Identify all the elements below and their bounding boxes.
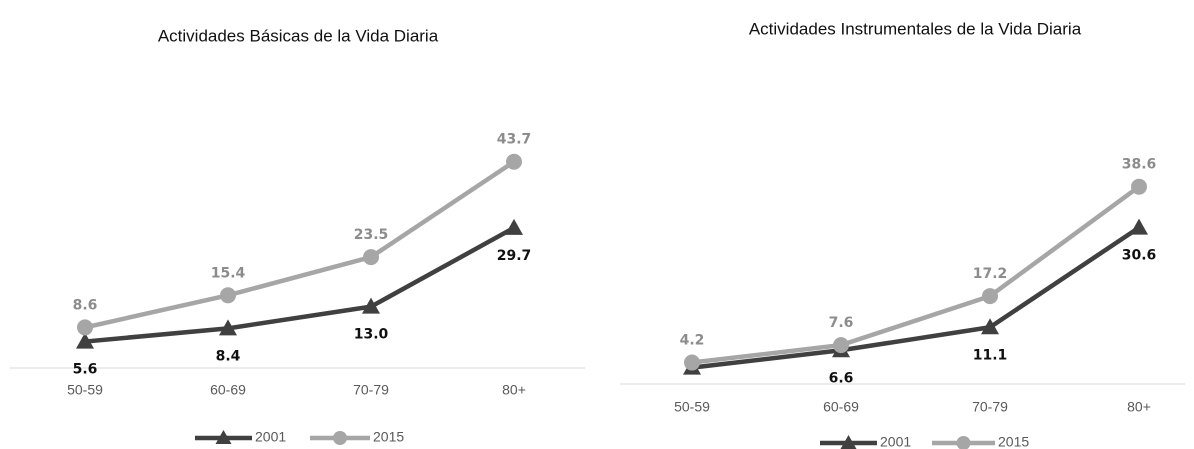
point xyxy=(506,153,522,170)
data-label: 38.6 xyxy=(1122,157,1157,173)
point xyxy=(505,218,523,235)
point xyxy=(363,249,379,266)
data-label: 23.5 xyxy=(354,227,389,243)
series-line xyxy=(691,184,1141,365)
data-label: 13.0 xyxy=(354,327,389,343)
series-line xyxy=(691,225,1141,370)
x-tick-label: 60-69 xyxy=(823,399,859,415)
data-label: 17.2 xyxy=(973,266,1008,282)
legend-marker xyxy=(956,436,971,449)
data-label: 7.6 xyxy=(829,315,854,331)
point xyxy=(1130,218,1148,235)
chart-title: Actividades Básicas de la Vida Diaria xyxy=(158,26,439,45)
point xyxy=(982,288,998,305)
legend-label: 2015 xyxy=(373,429,404,445)
x-tick-label: 50-59 xyxy=(67,382,103,398)
legend-marker xyxy=(215,430,232,444)
legend-marker xyxy=(840,435,857,449)
legend-label: 2001 xyxy=(255,429,286,445)
point xyxy=(220,287,236,304)
data-label: 11.1 xyxy=(973,347,1008,363)
data-label: 5.6 xyxy=(73,362,98,378)
point xyxy=(219,319,237,336)
series-line xyxy=(84,225,516,344)
chart: Actividades Básicas de la Vida Diaria 50-… xyxy=(10,26,585,445)
point xyxy=(981,318,999,335)
data-label: 30.6 xyxy=(1122,248,1157,264)
x-tick-label: 70-79 xyxy=(972,399,1008,415)
data-label: 29.7 xyxy=(497,248,532,264)
data-label: 8.6 xyxy=(73,297,98,313)
legend-marker xyxy=(333,431,347,445)
chart-title: Actividades Instrumentales de la Vida Di… xyxy=(749,19,1082,38)
x-tick-label: 50-59 xyxy=(674,399,710,415)
x-tick-label: 60-69 xyxy=(210,382,246,398)
point xyxy=(1131,178,1147,195)
point xyxy=(362,297,380,314)
point xyxy=(684,354,700,371)
legend-label: 2015 xyxy=(998,434,1029,449)
x-tick-label: 70-79 xyxy=(353,382,389,398)
data-label: 4.2 xyxy=(680,333,705,349)
point xyxy=(833,337,849,354)
legend-label: 2001 xyxy=(880,434,911,449)
data-label: 43.7 xyxy=(497,132,532,148)
data-label: 15.4 xyxy=(211,265,246,281)
point xyxy=(77,319,93,336)
x-tick-label: 80+ xyxy=(1127,399,1151,415)
point xyxy=(76,332,94,349)
chart: Actividades Instrumentales de la Vida Di… xyxy=(620,19,1185,449)
x-tick-label: 80+ xyxy=(502,382,526,398)
data-label: 8.4 xyxy=(216,348,241,364)
data-label: 6.6 xyxy=(829,370,854,386)
series-line xyxy=(84,159,516,330)
